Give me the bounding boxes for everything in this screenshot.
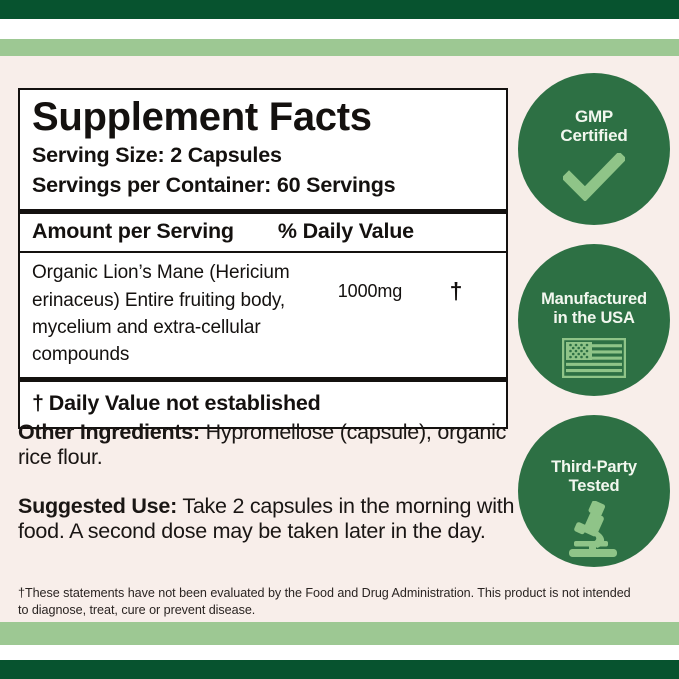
footnote-text: Daily Value not established (48, 390, 321, 415)
fda-disclaimer: †These statements have not been evaluate… (18, 586, 631, 618)
page-title: Supplement Facts (32, 95, 372, 139)
badge-gmp-label: GMP Certified (560, 107, 627, 145)
bottom-light-green-band (0, 622, 679, 645)
ingredient-name: Organic Lion’s Mane (Hericium erinaceus)… (32, 262, 290, 366)
serving-size-text: Serving Size: 2 Capsules (32, 143, 282, 168)
badge-usa-label: Manufactured in the USA (541, 290, 647, 327)
usa-flag-icon (562, 338, 626, 379)
suggested-use-paragraph: Suggested Use: Take 2 capsules in the mo… (18, 494, 516, 544)
badge-tested-label: Third-Party Tested (551, 458, 637, 495)
badge-third-party-tested: Third-Party Tested (518, 415, 670, 567)
microscope-icon (563, 501, 625, 559)
badge-gmp-line2: Certified (560, 126, 628, 146)
checkmark-icon (563, 153, 625, 202)
header-divider-thick (20, 209, 506, 215)
supplement-facts-panel: Supplement Facts Serving Size: 2 Capsule… (18, 88, 508, 429)
suggested-use-heading: Suggested Use: (18, 494, 177, 518)
suggested-use-body: Take 2 capsules in the morning with food… (18, 494, 515, 544)
column-header-amount-per-serving: Amount per Serving (32, 219, 234, 244)
top-light-green-band (0, 39, 679, 56)
supplement-facts-header: Supplement Facts Serving Size: 2 Capsule… (20, 90, 506, 209)
badge-usa-line1: Manufactured (541, 290, 647, 308)
suggested-use-section: Suggested Use: Take 2 capsules in the mo… (18, 494, 516, 544)
column-header-daily-value: % Daily Value (277, 219, 414, 244)
daily-value-footnote: † Daily Value not established (20, 382, 506, 427)
other-ingredients-body: Hypromellose (capsule), organic rice flo… (18, 420, 507, 470)
badge-gmp-certified: GMP Certified (518, 73, 670, 225)
top-white-band (0, 19, 679, 39)
servings-per-container-text: Servings per Container: 60 Servings (32, 173, 396, 198)
ingredient-daily-value: † (449, 278, 463, 305)
other-ingredients-section: Other Ingredients: Hypromellose (capsule… (18, 420, 516, 470)
bottom-dark-green-band (0, 660, 679, 679)
badge-tested-line2: Tested (568, 476, 620, 495)
column-header-row: Amount per Serving % Daily Value (20, 214, 506, 251)
badge-tested-line1: Third-Party (551, 458, 637, 476)
table-row: Organic Lion’s Mane (Hericium erinaceus)… (20, 253, 506, 376)
badge-usa-line2: in the USA (553, 308, 635, 327)
bottom-white-band (0, 645, 679, 660)
other-ingredients-paragraph: Other Ingredients: Hypromellose (capsule… (18, 420, 516, 470)
ingredient-amount: 1000mg (337, 281, 403, 302)
column-header-divider (20, 251, 506, 254)
footnote-dagger-symbol: † (32, 390, 44, 415)
other-ingredients-heading: Other Ingredients: (18, 420, 200, 444)
top-dark-green-band (0, 0, 679, 19)
footnote-divider-thick (20, 376, 506, 382)
badge-manufactured-usa: Manufactured in the USA (518, 244, 670, 396)
badge-gmp-line1: GMP (574, 107, 614, 126)
